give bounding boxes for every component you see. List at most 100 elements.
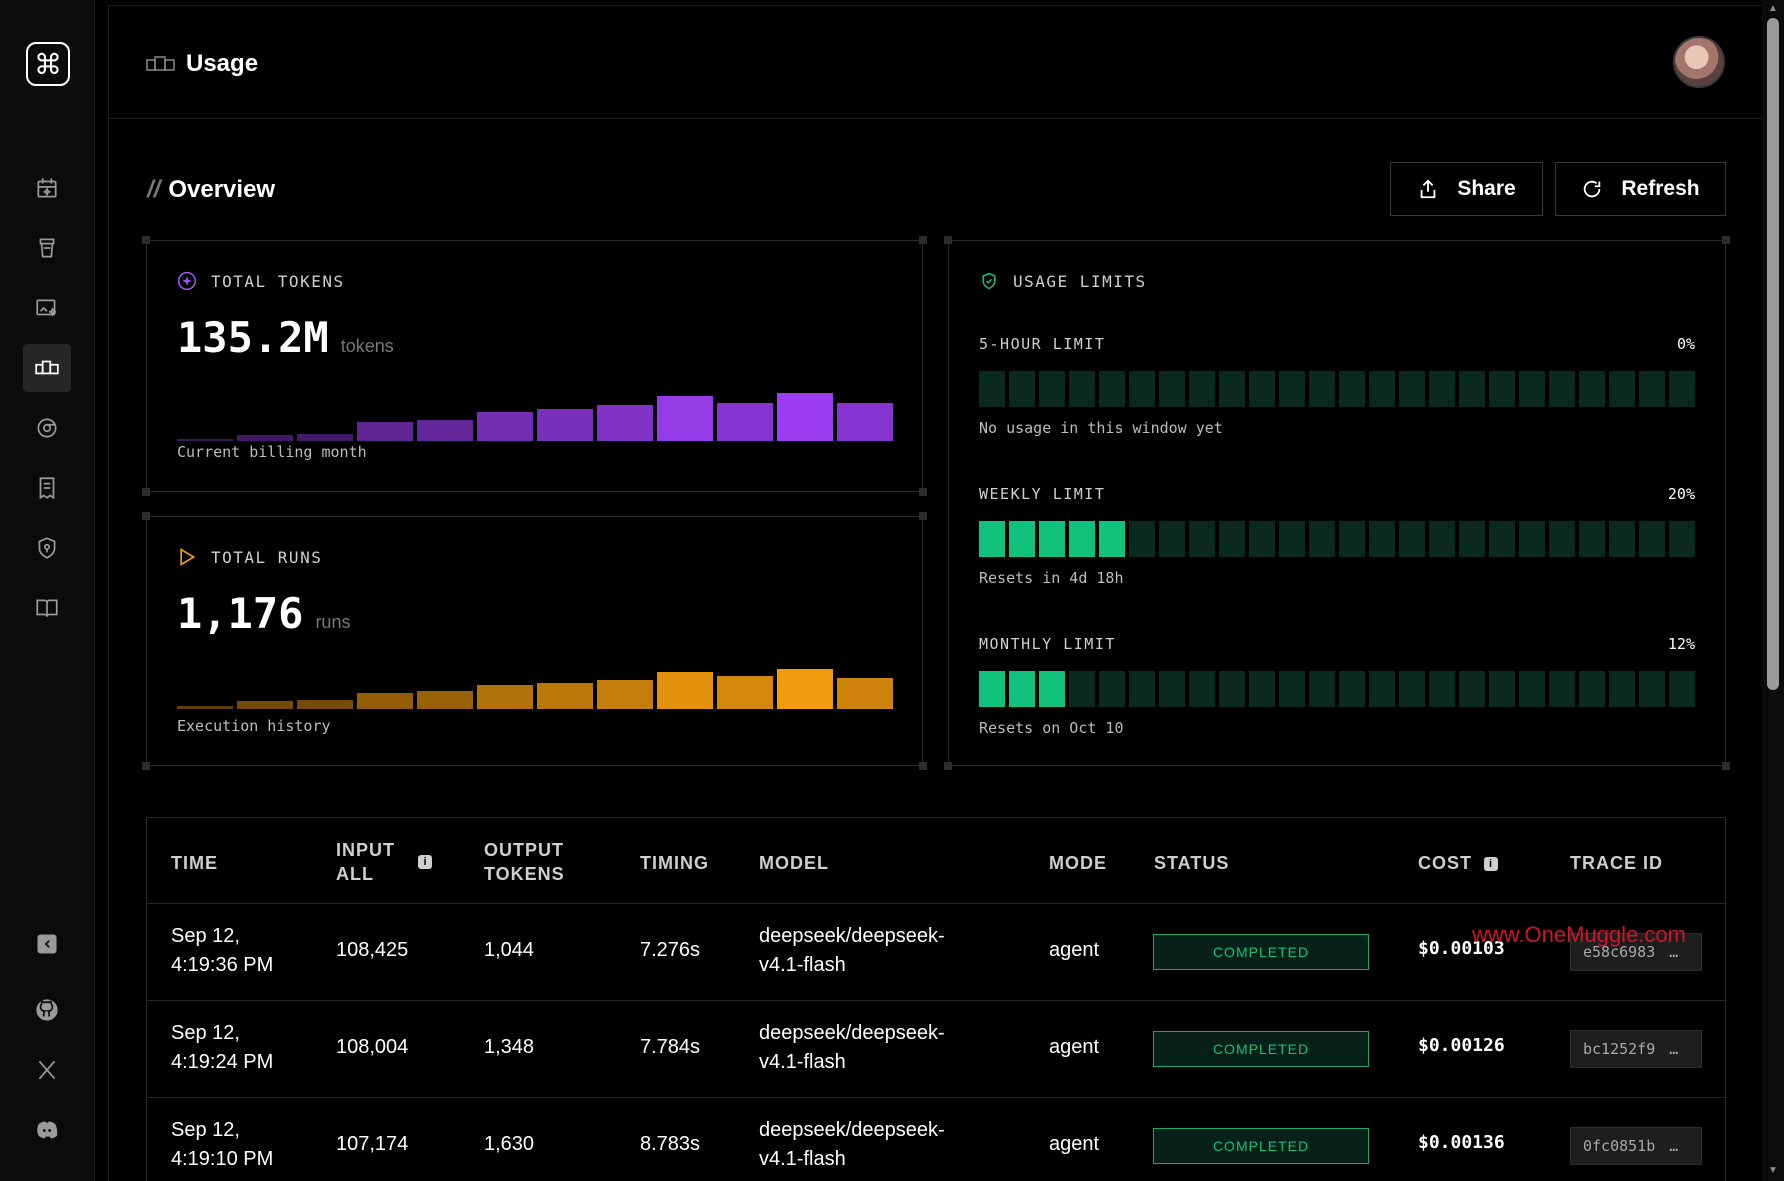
sparkle-icon	[177, 271, 197, 291]
refresh-button[interactable]: Refresh	[1555, 162, 1726, 216]
card-corner	[142, 512, 150, 520]
table-row[interactable]: Sep 12, 4:19:36 PM 108,425 1,044 7.276s …	[147, 903, 1727, 999]
watermark: www.OneMuggle.com	[1472, 922, 1686, 947]
table-row[interactable]: Sep 12, 4:19:10 PM 107,174 1,630 8.783s …	[147, 1097, 1727, 1181]
nav-docs[interactable]	[23, 584, 71, 632]
trace-id-chip[interactable]: bc1252f9…	[1570, 1030, 1702, 1068]
limit-note-weekly: Resets in 4d 18h	[979, 569, 1124, 587]
share-button[interactable]: Share	[1390, 162, 1543, 216]
discord-link[interactable]	[23, 1106, 71, 1154]
limit-segment	[1129, 371, 1155, 407]
limit-segment	[1219, 671, 1245, 707]
nav-billing[interactable]	[23, 464, 71, 512]
total-tokens-card: TOTAL TOKENS 135.2M tokens Current billin…	[142, 236, 927, 496]
limit-segment	[979, 371, 1005, 407]
limit-segment	[1129, 671, 1155, 707]
trace-id-chip[interactable]: e58c6983…	[1570, 933, 1702, 971]
limit-segment	[1399, 521, 1425, 557]
bar-3	[297, 434, 353, 441]
limit-segment	[1039, 671, 1065, 707]
x-logo-icon	[38, 1060, 56, 1080]
col-header-time[interactable]: TIME	[171, 853, 218, 873]
limit-segment	[979, 521, 1005, 557]
limit-segment	[1369, 671, 1395, 707]
col-header-trace-id[interactable]: TRACE ID	[1570, 853, 1663, 873]
limit-segment	[1429, 521, 1455, 557]
shield-icon	[38, 537, 56, 559]
bar-1	[177, 439, 233, 441]
bar-6	[477, 685, 533, 709]
status-badge: COMPLETED	[1153, 1128, 1369, 1164]
bar-9	[657, 396, 713, 441]
share-icon	[1420, 179, 1436, 199]
github-link[interactable]	[23, 986, 71, 1034]
col-header-status[interactable]: STATUS	[1154, 853, 1230, 873]
cell-mode: agent	[1049, 1133, 1100, 1155]
limit-segment	[1549, 371, 1575, 407]
bar-4	[357, 422, 413, 441]
cell-output: 1,044	[484, 939, 535, 961]
cell-timing: 7.276s	[640, 939, 701, 961]
limit-segment	[1519, 521, 1545, 557]
scrollbar-thumb[interactable]	[1767, 18, 1779, 690]
book-icon	[36, 599, 58, 617]
bar-12	[837, 403, 893, 441]
limit-segment	[1189, 671, 1215, 707]
command-icon: ⌘	[34, 48, 62, 80]
collapse-sidebar-button[interactable]	[23, 920, 71, 968]
bar-10	[717, 676, 773, 709]
bar-4	[357, 693, 413, 709]
x-link[interactable]	[23, 1046, 71, 1094]
limit-segment	[1189, 521, 1215, 557]
col-header-mode[interactable]: MODE	[1049, 853, 1107, 873]
nav-tasks[interactable]	[23, 164, 71, 212]
bar-8	[597, 405, 653, 441]
info-icon[interactable]: i	[1484, 857, 1499, 872]
nav-ai-images[interactable]	[23, 284, 71, 332]
limit-segment	[1639, 371, 1665, 407]
info-icon[interactable]: i	[418, 855, 432, 869]
top-bar: Usage	[109, 6, 1763, 119]
limit-segment	[1609, 521, 1635, 557]
nav-security[interactable]	[23, 524, 71, 572]
scroll-down-icon[interactable]: ▼	[1768, 1165, 1778, 1176]
limit-segment	[1609, 371, 1635, 407]
nav-usage[interactable]	[23, 344, 71, 392]
cell-time: Sep 12, 4:19:24 PM	[171, 1022, 274, 1073]
bar-11	[777, 669, 833, 709]
col-header-input-all[interactable]: INPUT ALL	[336, 840, 395, 884]
usage-blocks-icon	[35, 360, 59, 375]
limit-segment	[1369, 371, 1395, 407]
col-header-model[interactable]: MODEL	[759, 853, 829, 873]
bar-10	[717, 403, 773, 441]
cell-mode: agent	[1049, 939, 1100, 961]
limit-segment	[1219, 371, 1245, 407]
table-row[interactable]: Sep 12, 4:19:24 PM 108,004 1,348 7.784s …	[147, 1000, 1727, 1096]
user-avatar[interactable]	[1673, 36, 1725, 88]
limit-segment	[1069, 671, 1095, 707]
trace-id-chip[interactable]: 0fc0851b…	[1570, 1127, 1702, 1165]
more-icon: …	[1669, 1137, 1679, 1155]
limit-note-monthly: Resets on Oct 10	[979, 719, 1124, 737]
limit-segment	[1459, 371, 1485, 407]
more-icon: …	[1669, 1040, 1679, 1058]
status-badge: COMPLETED	[1153, 934, 1369, 970]
cup-icon	[39, 238, 55, 258]
card-corner	[1722, 236, 1730, 244]
limit-meter-weekly	[979, 521, 1695, 557]
col-header-cost[interactable]: COST i	[1418, 851, 1499, 875]
github-icon	[36, 999, 58, 1021]
col-header-output-tokens[interactable]: OUTPUT TOKENS	[484, 840, 565, 884]
vertical-scrollbar[interactable]: ▲ ▼	[1762, 0, 1784, 1181]
limit-segment	[1339, 671, 1365, 707]
limit-segment	[1309, 371, 1335, 407]
limit-segment	[1009, 521, 1035, 557]
col-header-timing[interactable]: TIMING	[640, 853, 709, 873]
scroll-up-icon[interactable]: ▲	[1768, 3, 1778, 14]
limit-segment	[1309, 671, 1335, 707]
limit-segment	[1489, 371, 1515, 407]
cell-cost: $0.00103	[1418, 938, 1505, 959]
nav-drinks[interactable]	[23, 224, 71, 272]
nav-integrations[interactable]	[23, 404, 71, 452]
app-logo[interactable]: ⌘	[26, 42, 70, 86]
